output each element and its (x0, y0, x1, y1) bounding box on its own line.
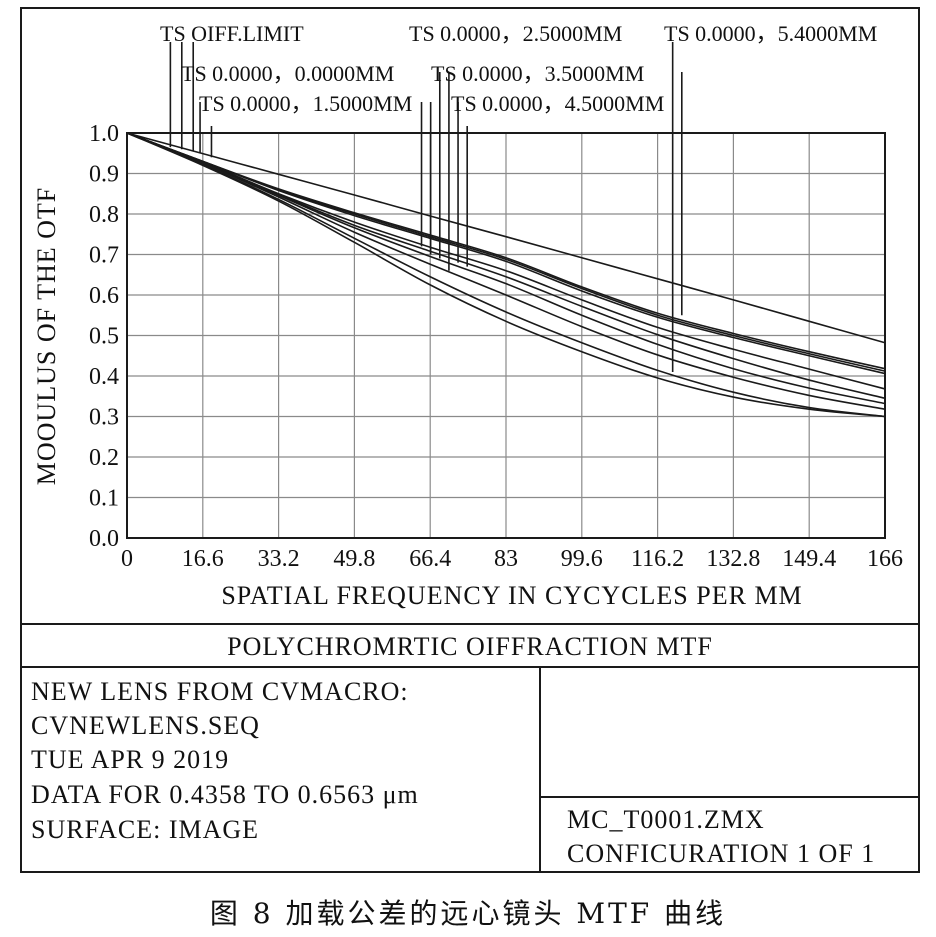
x-tick-label: 132.8 (706, 546, 760, 572)
y-tick-label: 0.8 (89, 202, 119, 228)
x-tick-label: 166 (867, 546, 903, 572)
x-tick-label: 99.6 (561, 546, 603, 572)
field-label-5-4mm: TS 0.0000，5.4000MM (664, 21, 877, 46)
info-line-lens: NEW LENS FROM CVMACRO: (31, 677, 409, 706)
zmx-file-name: MC_T0001.ZMX (567, 805, 765, 834)
x-axis-title: SPATIAL FREQUENCY IN CYCYCLES PER MM (221, 581, 802, 610)
x-tick-label: 33.2 (258, 546, 300, 572)
x-tick-label: 83 (494, 546, 518, 572)
info-line-date: TUE APR 9 2019 (31, 745, 229, 774)
mtf-chart: 0 16.6 33.2 49.8 66.4 83 99.6 116.2 132.8 149.4 16… (20, 7, 920, 873)
info-line-wavelength: DATA FOR 0.4358 TO 0.6563 μm (31, 780, 419, 809)
field-label-2-5mm: TS 0.0000，2.5000MM (409, 21, 622, 46)
info-line-file: CVNEWLENS.SEQ (31, 711, 260, 740)
y-tick-label: 0.2 (89, 445, 119, 471)
field-label-diff-limit: TS OIFF.LIMIT (160, 21, 304, 46)
x-tick-label: 116.2 (631, 546, 684, 572)
y-tick-label: 0.6 (89, 283, 119, 309)
y-tick-label: 0.1 (89, 486, 119, 512)
field-label-3-5mm: TS 0.0000，3.5000MM (431, 61, 644, 86)
y-tick-label: 0.0 (89, 526, 119, 552)
grid (126, 132, 886, 539)
x-tick-label: 16.6 (182, 546, 224, 572)
mtf-curve-8 (126, 132, 886, 410)
mtf-curve-9 (126, 132, 886, 418)
field-label-4-5mm: TS 0.0000，4.5000MM (451, 91, 664, 116)
y-tick-label: 0.9 (89, 162, 119, 188)
field-label-group: TS OIFF.LIMIT TS 0.0000，0.0000MM TS 0.00… (160, 21, 877, 116)
mtf-curve-7 (126, 132, 886, 405)
plot-area-frame (126, 132, 886, 539)
x-tick-label: 0 (121, 546, 133, 572)
mtf-box-title: POLYCHROMRTIC OIFFRACTION MTF (227, 632, 713, 661)
outer-frame (20, 7, 920, 873)
field-label-0mm: TS 0.0000，0.0000MM (181, 61, 394, 86)
y-tick-label: 0.3 (89, 405, 119, 431)
y-axis-title: MOOULUS OF THE OTF (32, 187, 61, 486)
y-tick-label: 0.7 (89, 243, 119, 269)
configuration-label: CONFICURATION 1 OF 1 (567, 839, 875, 868)
y-tick-label: 0.5 (89, 324, 119, 350)
field-label-1-5mm: TS 0.0000，1.5000MM (199, 91, 412, 116)
figure-caption: 图 8 加载公差的远心镜头 MTF 曲线 (209, 897, 727, 930)
tick-labels: 0 16.6 33.2 49.8 66.4 83 99.6 116.2 132.8 149.4 16… (89, 121, 903, 572)
mtf-curves (126, 132, 886, 418)
y-tick-label: 0.4 (89, 364, 119, 390)
y-tick-label: 1.0 (89, 121, 119, 147)
mtf-curve-1 (126, 132, 886, 344)
mtf-curve-10 (126, 132, 886, 418)
x-tick-label: 66.4 (409, 546, 451, 572)
info-line-surface: SURFACE: IMAGE (31, 815, 259, 844)
x-tick-label: 49.8 (333, 546, 375, 572)
mtf-curve-4 (126, 132, 886, 375)
x-tick-label: 149.4 (782, 546, 836, 572)
